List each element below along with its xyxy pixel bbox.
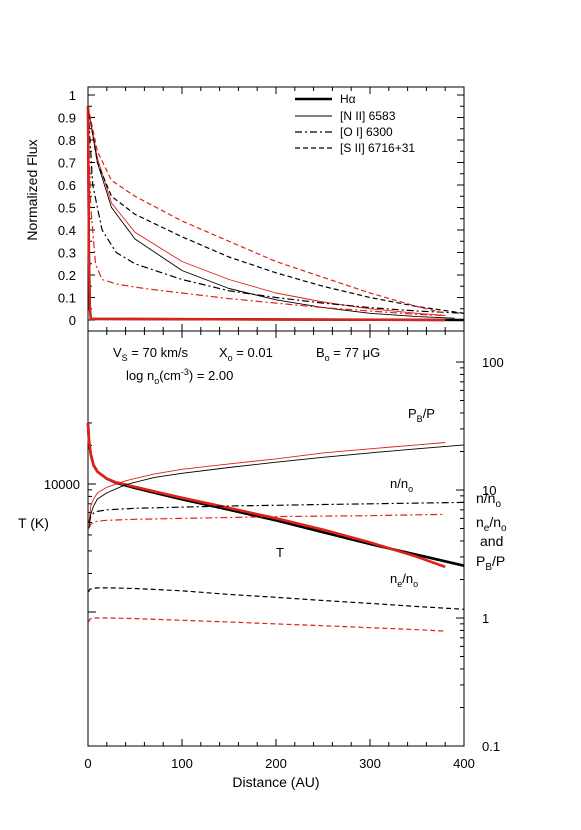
bottom-x-tick-label: 400 <box>453 756 475 771</box>
series-bottom-pb-p-red <box>88 442 446 524</box>
right-y-tick-label: 10 <box>482 483 496 498</box>
bottom-x-tick-label: 300 <box>359 756 381 771</box>
legend-label-nii: [N II] 6583 <box>340 109 396 123</box>
annotation-vs: VS = 70 km/s <box>113 345 189 363</box>
top-y-tick-label: 0.4 <box>58 223 76 238</box>
bottom-ticks: 0 100 200 300 400 0.1 1 10 100 10000 <box>44 331 504 771</box>
series-layer <box>86 106 465 632</box>
top-y-tick-label: 0.6 <box>58 178 76 193</box>
right-y-tick-label: 0.1 <box>482 739 500 754</box>
series-top--n-ii-6583-red <box>87 106 446 316</box>
legend: Hα [N II] 6583 [O I] 6300 [S II] 6716+31 <box>295 92 415 155</box>
top-y-tick-label: 0.2 <box>58 268 76 283</box>
series-top--o-i-6300-red <box>87 106 446 317</box>
series-top--n-ii-6583-black <box>87 106 455 319</box>
right-axis-title-ne: ne/no <box>476 514 507 534</box>
annotation-xo: Xo = 0.01 <box>219 345 273 363</box>
series-bottom-pb-p-black <box>88 444 465 529</box>
bottom-panel-frame <box>87 330 465 747</box>
curve-label-pb: PB/P <box>408 406 435 424</box>
series-bottom-t-red <box>86 422 446 569</box>
series-top-h--black <box>86 106 465 322</box>
top-y-tick-label: 0 <box>69 313 76 328</box>
left-y-tick-label: 10000 <box>44 477 80 492</box>
curve-label-ne: ne/no <box>390 571 418 589</box>
curve-label-t: T <box>276 545 284 560</box>
curve-label-n: n/no <box>390 476 413 494</box>
top-y-axis-title: Normalized Flux <box>24 139 40 240</box>
top-y-tick-label: 0.7 <box>58 156 76 171</box>
series-bottom-n-no-red <box>88 513 446 529</box>
bottom-left-axis-title: T (K) <box>18 515 49 531</box>
right-axis-title-and: and <box>480 533 503 549</box>
bottom-x-tick-label: 0 <box>84 756 91 771</box>
right-y-tick-label: 100 <box>482 355 504 370</box>
series-bottom-n-no-black <box>88 501 465 524</box>
right-axis-title-pb: PB/P <box>476 553 505 573</box>
series-top-h--red <box>86 106 446 322</box>
top-panel-frame <box>87 86 465 332</box>
top-y-tick-label: 0.1 <box>58 291 76 306</box>
series-bottom-ne-no-red <box>87 617 446 632</box>
series-bottom-ne-no-black <box>87 587 465 610</box>
top-y-tick-label: 1 <box>69 88 76 103</box>
right-axis-title-n: n/no <box>476 490 501 510</box>
series-top--s-ii-6716-31-red <box>87 106 446 314</box>
top-y-tick-label: 0.9 <box>58 111 76 126</box>
annotation-bo: Bo = 77 μG <box>316 345 380 363</box>
top-y-tick-label: 0.8 <box>58 133 76 148</box>
legend-label-halpha: Hα <box>340 92 356 106</box>
bottom-x-tick-label: 100 <box>171 756 193 771</box>
series-top--s-ii-6716-31-black <box>87 106 465 314</box>
series-top--o-i-6300-black <box>87 106 465 314</box>
top-y-tick-label: 0.5 <box>58 201 76 216</box>
right-y-tick-label: 1 <box>482 611 489 626</box>
legend-label-sii: [S II] 6716+31 <box>340 141 415 155</box>
bottom-x-axis-title: Distance (AU) <box>232 774 319 790</box>
annotation-log-n: log no(cm-3) = 2.00 <box>126 367 233 386</box>
top-y-ticks: 0 0.1 0.2 0.3 0.4 0.5 0.6 0.7 0.8 0.9 1 <box>58 87 465 331</box>
bottom-x-tick-label: 200 <box>265 756 287 771</box>
top-y-tick-label: 0.3 <box>58 246 76 261</box>
legend-label-oi: [O I] 6300 <box>340 125 393 139</box>
